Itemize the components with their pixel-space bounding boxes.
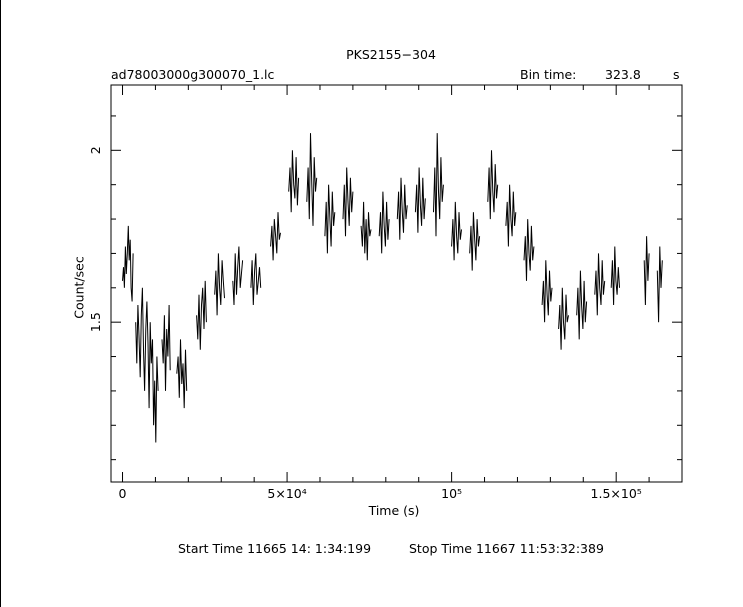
x-tick-label: 10⁵ (441, 486, 462, 501)
x-axis-label: Time (s) (368, 503, 420, 518)
start-time-text: Start Time 11665 14: 1:34:199 (178, 541, 372, 556)
light-curve-segment (250, 253, 262, 306)
light-curve-segment (196, 280, 207, 350)
window-left-border (0, 0, 1, 607)
light-curve-segment (396, 177, 408, 240)
light-curve-segment (135, 287, 159, 443)
light-curve-segment (378, 191, 390, 254)
light-curve-segment (306, 133, 318, 226)
bin-time-label: Bin time: (520, 67, 577, 82)
light-curve-segment (523, 219, 535, 281)
x-tick-label: 1.5×10⁵ (591, 486, 642, 501)
light-curve-segment (576, 270, 588, 340)
light-curve-segment (656, 246, 663, 323)
x-tick-label: 0 (119, 486, 127, 501)
light-curve-segment (558, 287, 569, 350)
bin-time-unit: s (673, 67, 680, 82)
light-curve-segment (270, 212, 281, 261)
light-curve-segment (487, 150, 499, 220)
light-curve-segment (342, 167, 354, 237)
light-curve-segment (469, 212, 481, 271)
file-name-label: ad78003000g300070_1.lc (111, 67, 275, 82)
light-curve-segment (433, 133, 444, 237)
light-curve-segment (451, 201, 462, 261)
y-tick-label: 1.5 (88, 312, 103, 332)
light-curve-segment (414, 167, 426, 233)
y-tick-label: 2 (88, 146, 103, 154)
light-curve-segment (643, 236, 650, 306)
light-curve-segment (610, 246, 620, 306)
light-curve-segment (324, 184, 336, 254)
stop-time-text: Stop Time 11667 11:53:32:389 (409, 541, 604, 556)
plot-frame (110, 84, 683, 483)
light-curve-segment (176, 339, 188, 409)
light-curve-segment (161, 304, 171, 391)
light-curve-segment (122, 225, 134, 302)
light-curve-segment (232, 246, 244, 306)
bin-time-value: 323.8 (605, 67, 641, 82)
light-curve-segment (360, 201, 372, 261)
light-curve-segment (288, 150, 300, 213)
light-curve-segment (541, 260, 553, 323)
chart-title: PKS2155−304 (346, 47, 436, 62)
light-curve-segment (594, 253, 606, 316)
x-tick-label: 5×10⁴ (267, 486, 306, 501)
light-curve-segment (214, 253, 225, 316)
light-curve-segment (505, 184, 517, 247)
